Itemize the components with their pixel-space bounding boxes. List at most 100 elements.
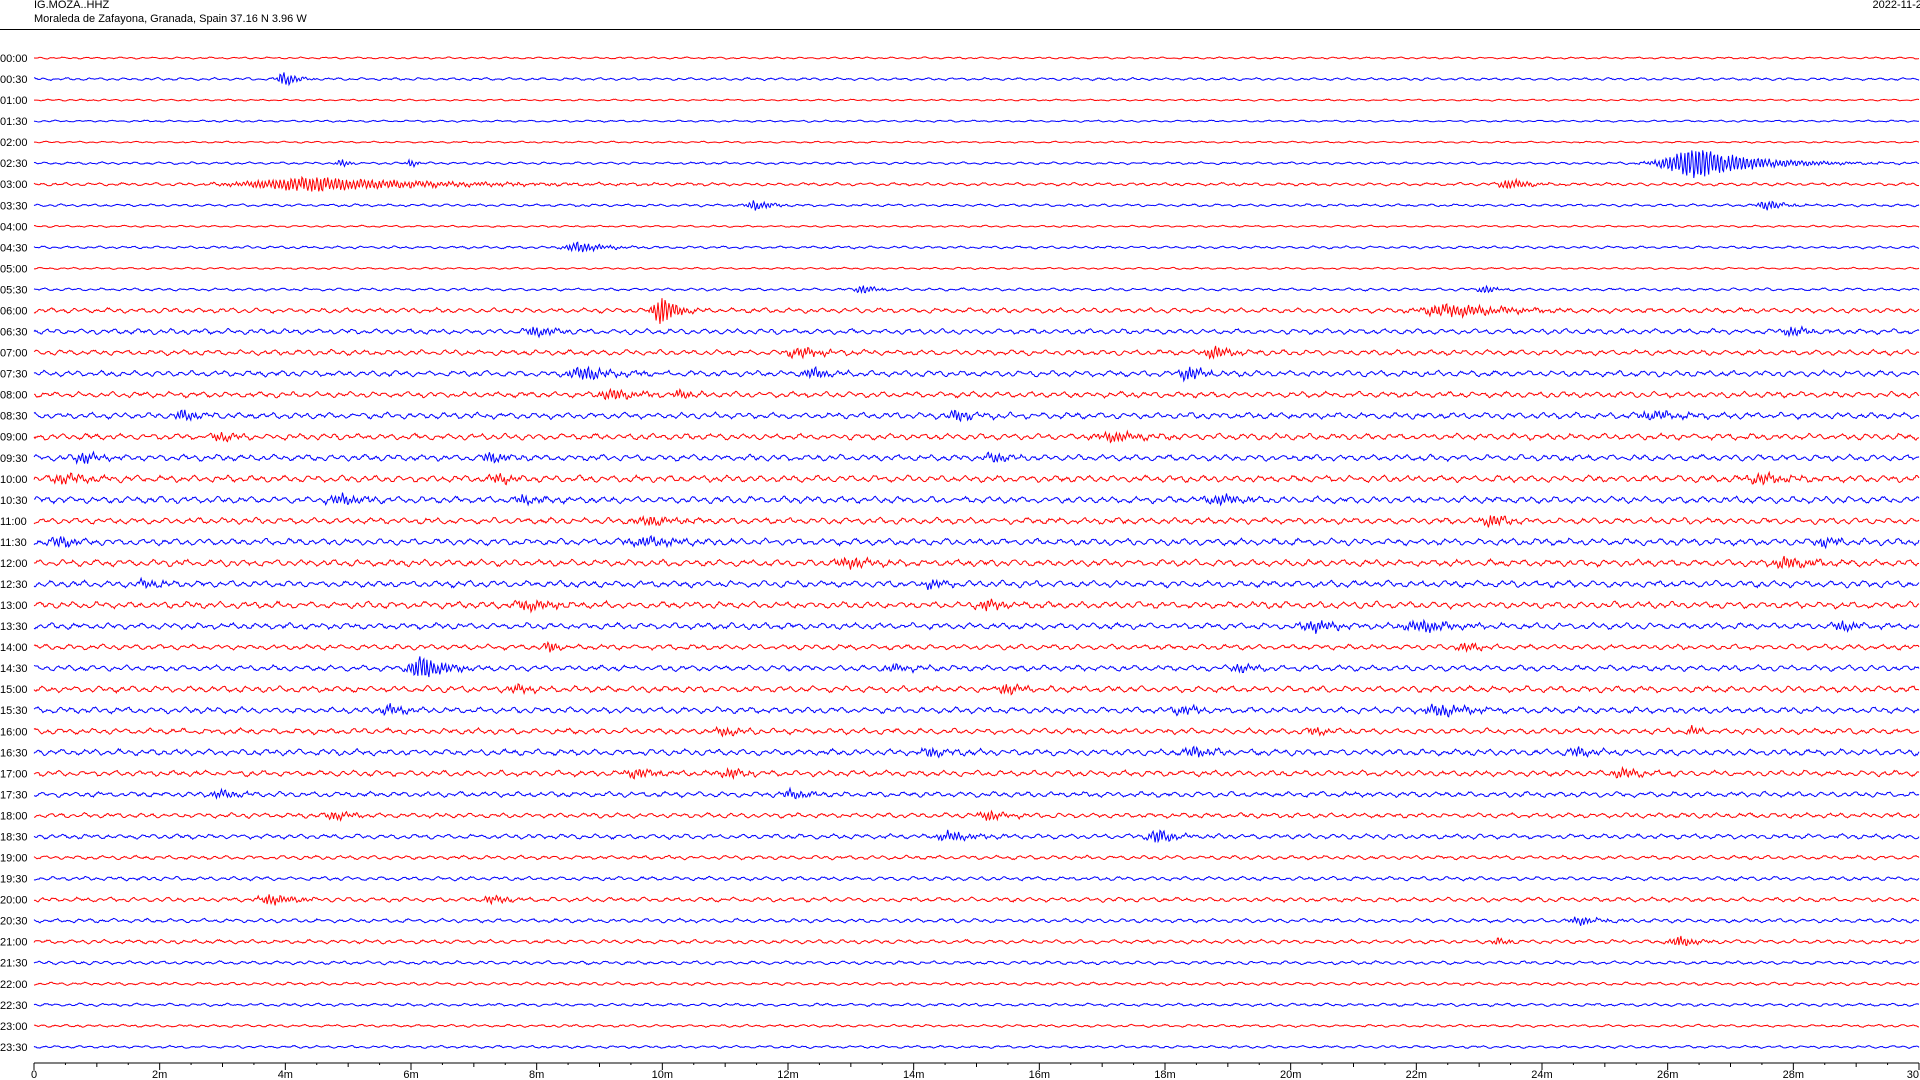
row-label-1600: 16:00 <box>0 726 28 738</box>
x-tick-label: 0 <box>31 1069 37 1080</box>
row-label-1700: 17:00 <box>0 768 28 780</box>
row-label-1230: 12:30 <box>0 579 28 591</box>
trace-0200 <box>34 140 1920 144</box>
x-tick-label: 22m <box>1406 1069 1427 1080</box>
row-label-0030: 00:30 <box>0 74 28 86</box>
row-label-0400: 04:00 <box>0 221 28 233</box>
row-label-1530: 15:30 <box>0 705 28 717</box>
trace-0300 <box>33 175 1920 192</box>
trace-1500 <box>33 683 1920 696</box>
x-tick-label: 20m <box>1280 1069 1301 1080</box>
x-tick-label: 8m <box>529 1069 544 1080</box>
row-label-0430: 04:30 <box>0 242 28 254</box>
row-label-0000: 00:00 <box>0 53 28 65</box>
row-label-0800: 08:00 <box>0 390 28 402</box>
row-label-2330: 23:30 <box>0 1042 28 1054</box>
trace-1400 <box>33 640 1920 653</box>
x-tick-label: 18m <box>1154 1069 1175 1080</box>
trace-2330 <box>33 1044 1920 1050</box>
trace-1730 <box>33 786 1920 800</box>
row-label-0100: 01:00 <box>0 95 28 107</box>
trace-1330 <box>33 618 1920 634</box>
row-label-2300: 23:00 <box>0 1021 28 1033</box>
trace-2030 <box>33 916 1920 926</box>
row-label-1030: 10:30 <box>0 495 28 507</box>
x-tick-label: 6m <box>403 1069 418 1080</box>
row-label-2230: 22:30 <box>0 1000 28 1012</box>
x-tick-label: 24m <box>1531 1069 1552 1080</box>
row-label-2130: 21:30 <box>0 958 28 970</box>
row-label-1800: 18:00 <box>0 810 28 822</box>
trace-1230 <box>33 576 1920 591</box>
row-label-0830: 08:30 <box>0 411 28 423</box>
x-tick-label: 12m <box>777 1069 798 1080</box>
trace-1530 <box>33 703 1920 718</box>
row-label-0700: 07:00 <box>0 348 28 360</box>
trace-1700 <box>33 765 1920 781</box>
x-tick-label: 4m <box>278 1069 293 1080</box>
x-tick-label: 10m <box>652 1069 673 1080</box>
x-tick-label: 2m <box>152 1069 167 1080</box>
x-tick-label: 30 <box>1907 1069 1919 1080</box>
trace-1930 <box>33 875 1920 882</box>
trace-0630 <box>33 325 1920 339</box>
x-tick-label: 28m <box>1783 1069 1804 1080</box>
x-tick-label: 26m <box>1657 1069 1678 1080</box>
trace-1800 <box>33 809 1920 823</box>
trace-0230 <box>33 150 1920 179</box>
x-tick-label: 14m <box>903 1069 924 1080</box>
trace-layer <box>33 56 1920 1050</box>
trace-0100 <box>34 98 1920 102</box>
row-label-0930: 09:30 <box>0 453 28 465</box>
row-label-1330: 13:30 <box>0 621 28 633</box>
row-label-2200: 22:00 <box>0 979 28 991</box>
trace-0530 <box>33 284 1920 295</box>
row-label-0500: 05:00 <box>0 263 28 275</box>
row-label-1500: 15:00 <box>0 684 28 696</box>
trace-0430 <box>33 241 1920 253</box>
trace-2230 <box>33 1002 1920 1008</box>
row-label-1000: 10:00 <box>0 474 28 486</box>
trace-1900 <box>33 854 1920 861</box>
trace-0930 <box>33 450 1920 466</box>
trace-0600 <box>33 298 1920 324</box>
row-label-0730: 07:30 <box>0 369 28 381</box>
row-label-0330: 03:30 <box>0 200 28 212</box>
row-label-0130: 01:30 <box>0 116 28 128</box>
trace-1600 <box>33 724 1919 738</box>
trace-0730 <box>33 365 1920 383</box>
row-label-0630: 06:30 <box>0 327 28 339</box>
trace-2300 <box>33 1023 1919 1029</box>
row-label-1730: 17:30 <box>0 789 28 801</box>
trace-2100 <box>33 935 1920 947</box>
row-label-0900: 09:00 <box>0 432 28 444</box>
record-date: 2022-11-28 <box>1872 0 1920 11</box>
row-label-1830: 18:30 <box>0 831 28 843</box>
trace-0130 <box>33 119 1919 123</box>
trace-0330 <box>33 200 1920 211</box>
row-label-1430: 14:30 <box>0 663 28 675</box>
row-label-0600: 06:00 <box>0 305 28 317</box>
row-label-1630: 16:30 <box>0 747 28 759</box>
header-rule <box>0 29 1920 30</box>
row-label-1100: 11:00 <box>0 516 27 528</box>
row-label-layer: 00:00 00:30 01:00 01:30 02:00 02:30 03:00 03:30… <box>0 53 28 1054</box>
x-tick-label: 16m <box>1029 1069 1050 1080</box>
trace-2000 <box>33 894 1920 906</box>
trace-1130 <box>33 534 1920 550</box>
trace-1100 <box>33 514 1920 528</box>
trace-2130 <box>33 960 1920 966</box>
trace-1300 <box>33 598 1920 614</box>
row-label-2000: 20:00 <box>0 895 28 907</box>
trace-1430 <box>33 656 1920 678</box>
row-label-1300: 13:00 <box>0 600 28 612</box>
row-label-0300: 03:00 <box>0 179 28 191</box>
trace-1200 <box>33 555 1920 570</box>
trace-0000 <box>34 56 1920 60</box>
trace-1030 <box>33 492 1920 507</box>
trace-0400 <box>33 224 1920 228</box>
trace-0030 <box>33 72 1920 87</box>
trace-1000 <box>33 470 1920 486</box>
x-axis: 0 2m 4m 6m 8m 10m 12m 14m 16m 18m 20m 22m 24m 26m 28m 3… <box>31 1062 1920 1080</box>
